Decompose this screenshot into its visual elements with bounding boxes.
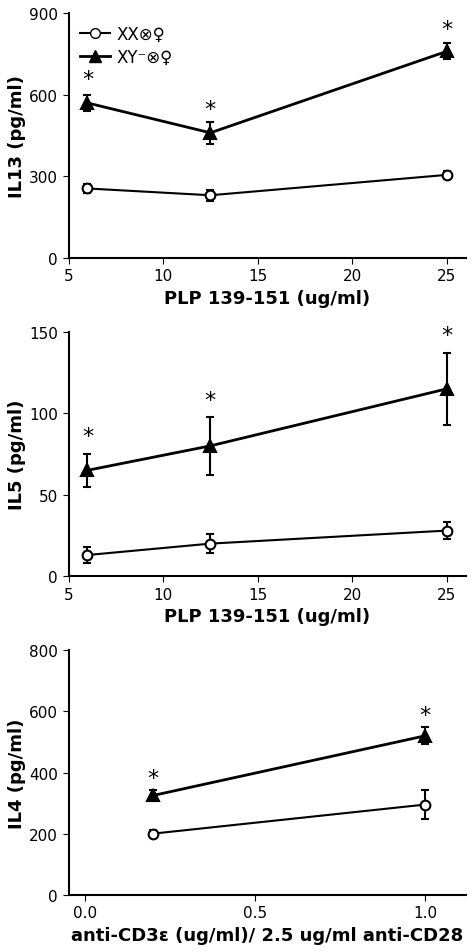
Text: *: * bbox=[205, 390, 216, 410]
Text: *: * bbox=[82, 426, 93, 446]
Legend: XX⊗♀, XY⁻⊗♀: XX⊗♀, XY⁻⊗♀ bbox=[77, 23, 176, 70]
Y-axis label: IL4 (pg/ml): IL4 (pg/ml) bbox=[9, 718, 27, 828]
Text: *: * bbox=[419, 705, 430, 725]
Text: *: * bbox=[441, 326, 452, 346]
Y-axis label: IL5 (pg/ml): IL5 (pg/ml) bbox=[9, 400, 27, 509]
Text: *: * bbox=[82, 70, 93, 90]
Text: *: * bbox=[148, 768, 159, 788]
X-axis label: PLP 139-151 (ug/ml): PLP 139-151 (ug/ml) bbox=[164, 289, 370, 307]
Text: *: * bbox=[205, 100, 216, 120]
Text: *: * bbox=[441, 20, 452, 40]
Y-axis label: IL13 (pg/ml): IL13 (pg/ml) bbox=[9, 75, 27, 198]
X-axis label: anti-CD3ε (ug/ml)/ 2.5 ug/ml anti-CD28: anti-CD3ε (ug/ml)/ 2.5 ug/ml anti-CD28 bbox=[71, 925, 463, 943]
X-axis label: PLP 139-151 (ug/ml): PLP 139-151 (ug/ml) bbox=[164, 607, 370, 625]
